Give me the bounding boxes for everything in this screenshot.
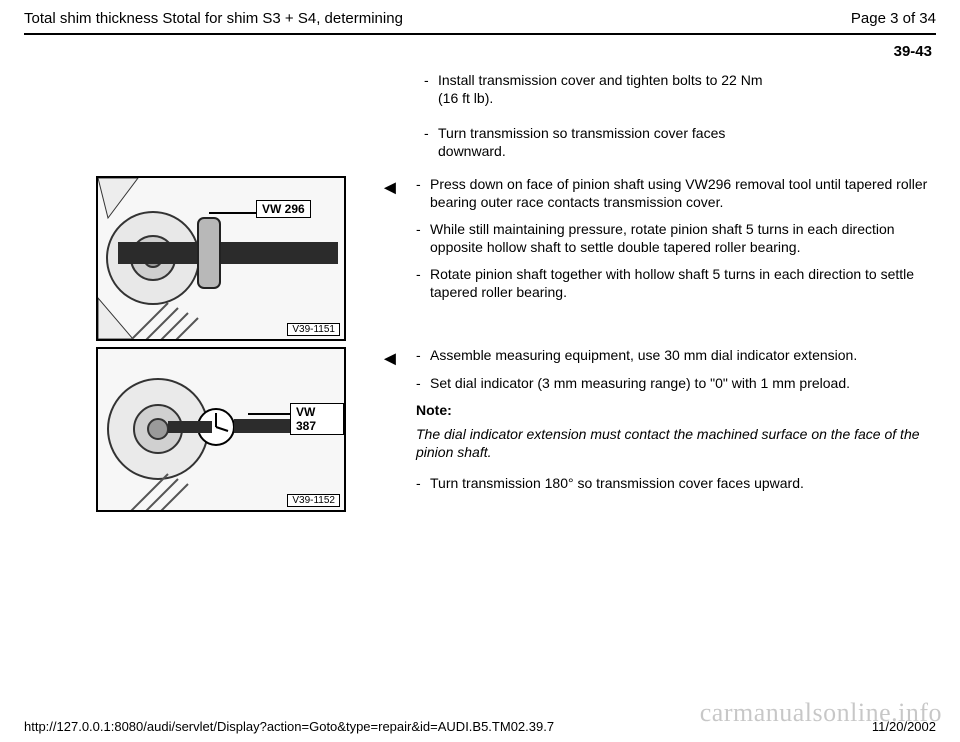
figure-2: VW 387 V39-1152 [96,347,346,512]
figure-tool-label: VW 296 [256,200,311,218]
list-item: - Turn transmission 180° so transmission… [416,475,936,493]
header-rule [24,33,936,35]
footer-url: http://127.0.0.1:8080/audi/servlet/Displ… [24,719,554,734]
step-text: Assemble measuring equipment, use 30 mm … [430,347,936,365]
list-item: - Press down on face of pinion shaft usi… [416,176,936,211]
list-item: - Assemble measuring equipment, use 30 m… [416,347,936,365]
note-label: Note: [416,402,936,418]
figure-id: V39-1152 [287,494,340,507]
dash-icon: - [416,375,430,393]
footer-date: 11/20/2002 [872,719,936,734]
dash-icon: - [416,176,430,194]
note-text: The dial indicator extension must contac… [416,426,936,461]
list-item: - Rotate pinion shaft together with holl… [416,266,936,301]
list-item: - Turn transmission so transmission cove… [424,125,784,160]
step-text: Install transmission cover and tighten b… [438,72,784,107]
list-item: - Set dial indicator (3 mm measuring ran… [416,375,936,393]
list-item: - While still maintaining pressure, rota… [416,221,936,256]
step-text: Turn transmission 180° so transmission c… [430,475,936,493]
step-text: Press down on face of pinion shaft using… [430,176,936,211]
dash-icon: - [416,475,430,493]
block1-step-list: - Press down on face of pinion shaft usi… [416,176,936,301]
dash-icon: - [416,266,430,284]
step-text: Rotate pinion shaft together with hollow… [430,266,936,301]
dash-icon: - [416,347,430,365]
dash-icon: - [416,221,430,239]
step-text: Turn transmission so transmission cover … [438,125,784,160]
dash-icon: - [424,72,438,90]
figure-tool-label: VW 387 [290,403,344,435]
step-text: Set dial indicator (3 mm measuring range… [430,375,936,393]
figure-id: V39-1151 [287,323,340,336]
page-title: Total shim thickness Stotal for shim S3 … [24,10,403,27]
block2-step-list-top: - Assemble measuring equipment, use 30 m… [416,347,936,392]
pointer-arrow-icon: ◄ [380,176,408,198]
block2-step-list-bottom: - Turn transmission 180° so transmission… [416,475,936,493]
figure-1: VW 296 V39-1151 [96,176,346,341]
step-text: While still maintaining pressure, rotate… [430,221,936,256]
section-ref: 39-43 [24,43,932,60]
pointer-arrow-icon: ◄ [380,347,408,369]
intro-step-list: - Install transmission cover and tighten… [424,72,784,160]
page-number: Page 3 of 34 [851,10,936,27]
dash-icon: - [424,125,438,143]
list-item: - Install transmission cover and tighten… [424,72,784,107]
